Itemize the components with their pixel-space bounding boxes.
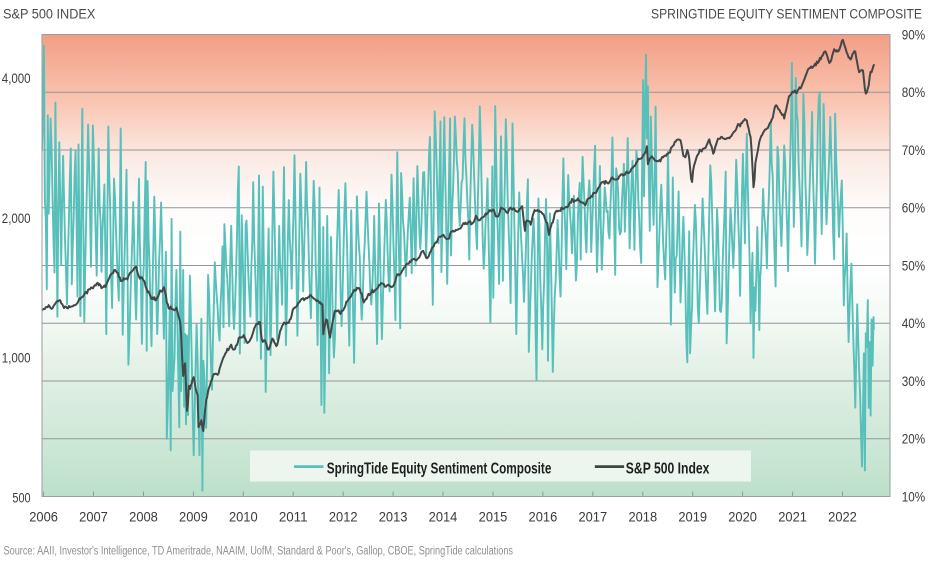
svg-text:20%: 20% (902, 432, 925, 447)
svg-text:2015: 2015 (479, 509, 508, 525)
svg-text:2006: 2006 (29, 509, 58, 525)
svg-text:40%: 40% (902, 316, 925, 331)
svg-text:S&P 500 INDEX: S&P 500 INDEX (3, 6, 95, 21)
svg-text:2018: 2018 (628, 509, 657, 525)
svg-text:70%: 70% (902, 143, 925, 158)
svg-text:2,000: 2,000 (2, 211, 31, 226)
svg-text:S&P 500 Index: S&P 500 Index (626, 460, 710, 477)
svg-text:2011: 2011 (279, 509, 308, 525)
svg-text:4,000: 4,000 (2, 71, 31, 86)
svg-text:2022: 2022 (828, 509, 857, 525)
svg-text:1,000: 1,000 (2, 351, 31, 366)
svg-text:2012: 2012 (329, 509, 358, 525)
svg-text:2017: 2017 (578, 509, 607, 525)
svg-text:50%: 50% (902, 258, 925, 273)
svg-text:2014: 2014 (429, 509, 458, 525)
svg-text:2020: 2020 (728, 509, 757, 525)
svg-text:SPRINGTIDE EQUITY SENTIMENT CO: SPRINGTIDE EQUITY SENTIMENT COMPOSITE (651, 6, 922, 21)
svg-text:30%: 30% (902, 374, 925, 389)
svg-text:90%: 90% (902, 27, 925, 42)
svg-text:2019: 2019 (678, 509, 707, 525)
svg-text:2008: 2008 (129, 509, 158, 525)
svg-text:10%: 10% (902, 489, 925, 504)
svg-text:60%: 60% (902, 201, 925, 216)
svg-text:500: 500 (12, 490, 30, 505)
svg-text:SpringTide Equity Sentiment Co: SpringTide Equity Sentiment Composite (327, 460, 552, 477)
svg-text:2009: 2009 (179, 509, 208, 525)
svg-text:80%: 80% (902, 85, 925, 100)
svg-text:Source: AAII, Investor's Intel: Source: AAII, Investor's Intelligence, T… (4, 546, 514, 558)
svg-text:2021: 2021 (778, 509, 807, 525)
svg-text:2007: 2007 (79, 509, 108, 525)
svg-text:2016: 2016 (529, 509, 558, 525)
svg-text:2013: 2013 (379, 509, 408, 525)
svg-text:2010: 2010 (229, 509, 258, 525)
